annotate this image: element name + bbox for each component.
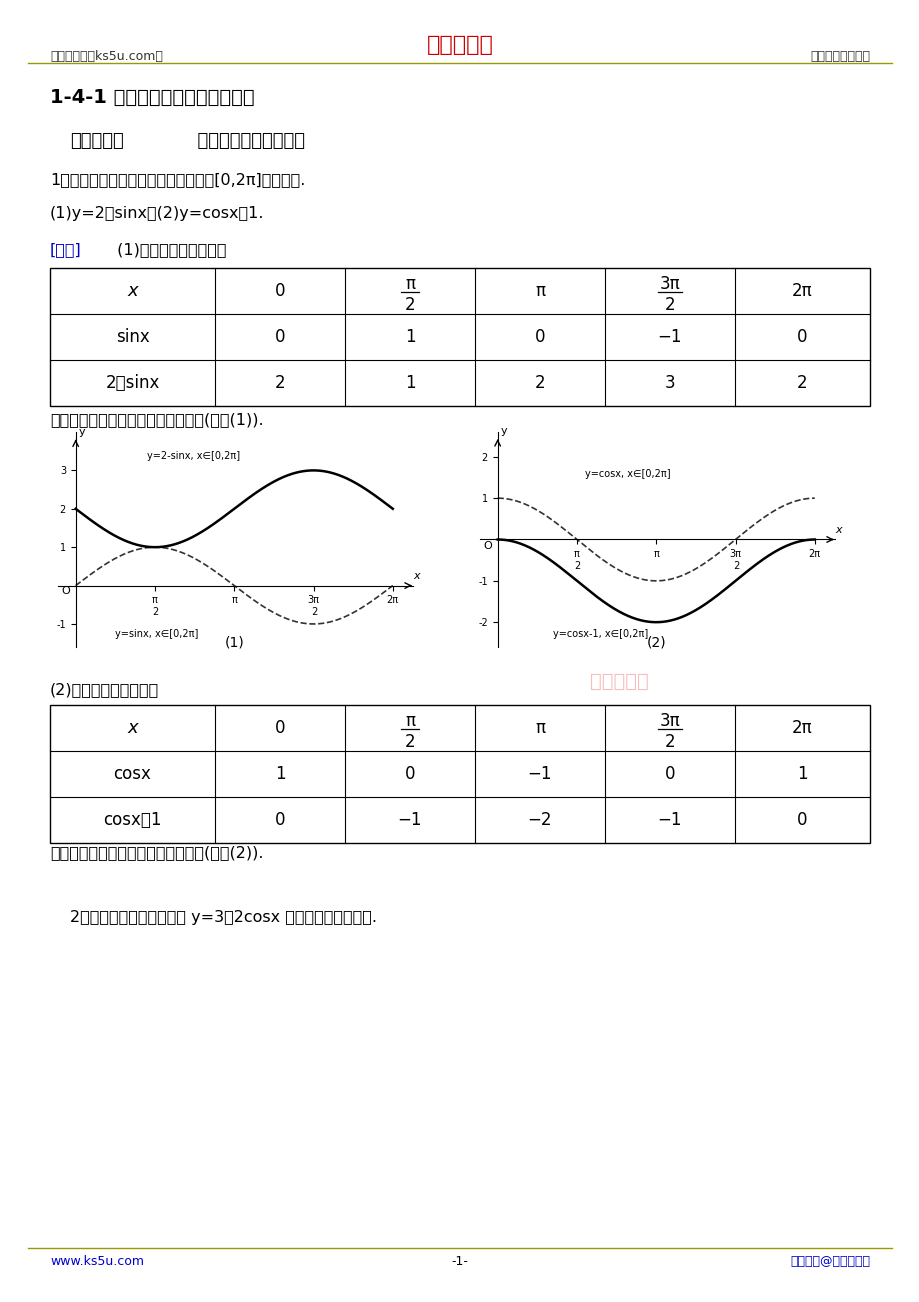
Text: O: O (62, 586, 70, 596)
Text: π: π (534, 283, 544, 299)
Text: 1: 1 (797, 766, 807, 783)
Text: 2: 2 (664, 733, 675, 751)
Text: 3: 3 (664, 374, 675, 392)
Text: 0: 0 (275, 328, 285, 346)
Text: 2: 2 (404, 733, 414, 751)
Text: (1)y=2－sinx；(2)y=cosx－1.: (1)y=2－sinx；(2)y=cosx－1. (50, 206, 265, 221)
Text: 2π: 2π (791, 283, 812, 299)
Text: 2: 2 (534, 374, 545, 392)
Text: (1): (1) (224, 635, 244, 650)
Text: y=sinx, x∈[0,2π]: y=sinx, x∈[0,2π] (115, 629, 199, 639)
Text: (1)按五个关键点列表：: (1)按五个关键点列表： (112, 242, 226, 256)
Text: x: x (127, 283, 138, 299)
Bar (50, 268, 869, 406)
Text: y: y (78, 427, 85, 437)
Text: 2－sinx: 2－sinx (105, 374, 160, 392)
Text: 高考资源网（ks5u.com）: 高考资源网（ks5u.com） (50, 49, 163, 62)
Text: 0: 0 (404, 766, 414, 783)
Text: π: π (404, 275, 414, 293)
Text: [解析]: [解析] (50, 242, 82, 256)
Text: 2: 2 (664, 296, 675, 314)
Text: 1: 1 (275, 766, 285, 783)
Text: 2: 2 (797, 374, 807, 392)
Text: −1: −1 (528, 766, 551, 783)
Text: (2): (2) (646, 635, 665, 650)
Text: y=2-sinx, x∈[0,2π]: y=2-sinx, x∈[0,2π] (147, 450, 240, 461)
Text: 1、用「五点法」画出下列函数在区间[0,2π]上的简图.: 1、用「五点法」画出下列函数在区间[0,2π]上的简图. (50, 172, 305, 187)
Text: y=cosx-1, x∈[0,2π]: y=cosx-1, x∈[0,2π] (552, 629, 648, 639)
Text: x: x (834, 525, 841, 535)
Text: 版权所有@高考资源网: 版权所有@高考资源网 (789, 1255, 869, 1268)
Text: 2: 2 (404, 296, 414, 314)
Text: 3π: 3π (659, 712, 680, 730)
Text: 描点并将它们用光滑的曲线连接起来(如图(2)).: 描点并将它们用光滑的曲线连接起来(如图(2)). (50, 845, 263, 861)
Text: π: π (404, 712, 414, 730)
Text: y: y (500, 426, 506, 436)
Text: cosx: cosx (113, 766, 152, 783)
Text: 3π: 3π (659, 275, 680, 293)
Text: −1: −1 (657, 811, 682, 829)
Text: x: x (413, 570, 419, 581)
Text: sinx: sinx (116, 328, 149, 346)
Text: 描点并将它们用光滑的曲线连接起来(如图(1)).: 描点并将它们用光滑的曲线连接起来(如图(1)). (50, 411, 264, 427)
Bar (50, 704, 869, 842)
Text: 1: 1 (404, 374, 414, 392)
Text: 命题方向１: 命题方向１ (70, 132, 124, 150)
Text: 0: 0 (275, 283, 285, 299)
Text: 您身边的高考专家: 您身边的高考专家 (809, 49, 869, 62)
Text: 1: 1 (404, 328, 414, 346)
Text: 高考资源网: 高考资源网 (426, 35, 493, 55)
Text: cosx－1: cosx－1 (103, 811, 162, 829)
Text: π: π (534, 719, 544, 737)
Text: 2π: 2π (791, 719, 812, 737)
Text: O: O (483, 540, 492, 551)
Text: 高考资源网: 高考资源网 (589, 672, 648, 691)
Text: 0: 0 (797, 811, 807, 829)
Text: (2)按五个关键点列表：: (2)按五个关键点列表： (50, 682, 159, 697)
Text: 0: 0 (664, 766, 675, 783)
Text: -1-: -1- (451, 1255, 468, 1268)
Text: −2: −2 (528, 811, 551, 829)
Text: 2、用「五点法」作出函数 y=3＋2cosx 在一个周期内的图象.: 2、用「五点法」作出函数 y=3＋2cosx 在一个周期内的图象. (70, 910, 377, 924)
Text: 1-4-1 正弦函数、余弦函数的图象: 1-4-1 正弦函数、余弦函数的图象 (50, 89, 255, 107)
Text: 0: 0 (797, 328, 807, 346)
Text: 0: 0 (534, 328, 545, 346)
Text: y=cosx, x∈[0,2π]: y=cosx, x∈[0,2π] (584, 470, 670, 479)
Text: 2: 2 (275, 374, 285, 392)
Text: x: x (127, 719, 138, 737)
Text: 0: 0 (275, 811, 285, 829)
Text: −1: −1 (397, 811, 422, 829)
Text: 0: 0 (275, 719, 285, 737)
Text: www.ks5u.com: www.ks5u.com (50, 1255, 144, 1268)
Text: −1: −1 (657, 328, 682, 346)
Text: 「五点法」画函数简图: 「五点法」画函数简图 (185, 132, 305, 150)
